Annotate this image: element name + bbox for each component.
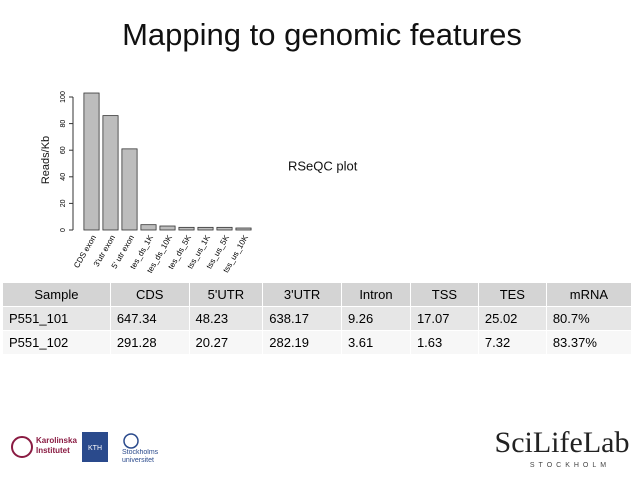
bar <box>121 148 138 231</box>
scilifelab-subtitle: STOCKHOLM <box>530 462 610 469</box>
y-tick-label: 60 <box>60 146 67 154</box>
table-cell: 282.19 <box>262 330 342 355</box>
table-row: P551_102 291.28 20.27 282.19 3.61 1.63 7.32 83.… <box>2 330 633 355</box>
bar <box>159 225 176 231</box>
table-cell: 48.23 <box>188 306 264 331</box>
table-cell: 20.27 <box>188 330 264 355</box>
y-axis-label: Reads/Kb <box>40 136 52 184</box>
logo-text-box: Karolinska Institutet <box>36 436 77 455</box>
logo-text-box: Stockholms universitet <box>122 449 159 464</box>
logo-text: KTH <box>88 445 102 452</box>
logo-text: Karolinska Institutet <box>36 436 77 455</box>
y-tick-label: 100 <box>60 91 67 103</box>
header-cell: mRNA <box>545 282 633 307</box>
table-cell: P551_101 <box>2 306 111 331</box>
table-cell: 638.17 <box>262 306 342 331</box>
y-tick-label: 40 <box>60 173 67 181</box>
table-cell: P551_102 <box>2 330 111 355</box>
header-cell: 5'UTR <box>188 282 264 307</box>
logo-icon <box>123 433 139 449</box>
header-cell: TSS <box>409 282 479 307</box>
annotation: RSeQC plot <box>288 158 358 173</box>
table-cell: 7.32 <box>477 330 547 355</box>
slide-title: Mapping to genomic features <box>122 17 522 52</box>
header-cell: Intron <box>340 282 411 307</box>
table-cell: 83.37% <box>545 330 633 355</box>
table-cell: 9.26 <box>340 306 411 331</box>
bar <box>197 226 214 231</box>
header-cell: TES <box>477 282 547 307</box>
bar <box>178 226 195 231</box>
table-header: Sample CDS 5'UTR 3'UTR Intron TSS TES mRNA <box>2 282 633 307</box>
logo-icon <box>82 432 108 462</box>
y-tick-label: 0 <box>60 228 67 232</box>
bar <box>216 226 233 231</box>
table-cell: 25.02 <box>477 306 547 331</box>
table-cell: 80.7% <box>545 306 633 331</box>
table-cell: 3.61 <box>340 330 411 355</box>
kth-logo: KTH <box>82 432 108 462</box>
logo-icon <box>11 436 33 458</box>
table-cell: 291.28 <box>109 330 190 355</box>
header-cell: 3'UTR <box>262 282 342 307</box>
bar <box>83 92 100 231</box>
results-table: Sample CDS 5'UTR 3'UTR Intron TSS TES mRNA P551… <box>2 282 633 355</box>
bar <box>140 224 157 231</box>
stockholm-logo: Stockholms universitet <box>122 433 159 464</box>
karolinska-logo: Karolinska Institutet <box>11 436 77 458</box>
y-tick-label: 20 <box>60 199 67 207</box>
logo-text: Stockholms universitet <box>122 449 159 464</box>
table-body: P551_101 647.34 48.23 638.17 9.26 17.07 25.02 8… <box>2 306 633 355</box>
bar <box>235 227 252 231</box>
scilifelab-logo: SciLifeLab <box>495 426 630 459</box>
y-tick-label: 80 <box>60 120 67 128</box>
table-cell: 647.34 <box>109 306 190 331</box>
table-cell: 1.63 <box>409 330 479 355</box>
bar <box>102 115 119 231</box>
header-cell: CDS <box>109 282 190 307</box>
header-cell: Sample <box>2 282 111 307</box>
table-cell: 17.07 <box>409 306 479 331</box>
table-row: P551_101 647.34 48.23 638.17 9.26 17.07 25.02 8… <box>2 306 633 331</box>
